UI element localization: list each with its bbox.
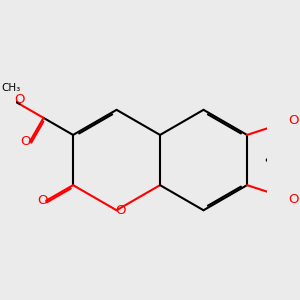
Text: CH₃: CH₃: [2, 83, 21, 93]
Text: O: O: [289, 193, 299, 206]
Text: O: O: [289, 114, 299, 127]
Text: O: O: [14, 92, 25, 106]
Text: O: O: [37, 194, 47, 207]
Text: O: O: [115, 204, 126, 217]
Text: O: O: [20, 135, 31, 148]
